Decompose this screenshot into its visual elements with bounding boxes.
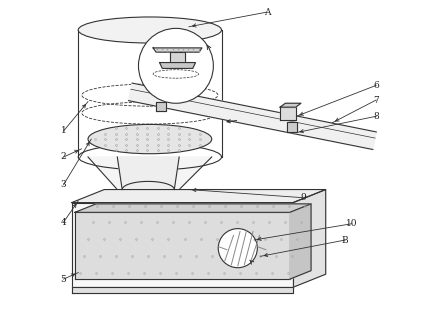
Text: 3: 3 — [61, 180, 66, 189]
Polygon shape — [287, 122, 297, 132]
Polygon shape — [117, 157, 179, 190]
Text: 8: 8 — [373, 112, 379, 121]
Text: 6: 6 — [373, 81, 379, 90]
Ellipse shape — [78, 17, 222, 43]
Polygon shape — [72, 287, 293, 293]
Ellipse shape — [88, 125, 212, 154]
Polygon shape — [156, 102, 166, 112]
Polygon shape — [88, 157, 212, 190]
Polygon shape — [153, 48, 202, 52]
Text: 4: 4 — [61, 217, 66, 227]
Polygon shape — [75, 212, 290, 279]
Text: 7: 7 — [373, 95, 379, 105]
Polygon shape — [72, 202, 293, 287]
Text: 1: 1 — [61, 127, 66, 135]
Polygon shape — [159, 62, 195, 68]
Text: 9: 9 — [300, 193, 306, 202]
Text: B: B — [342, 235, 349, 245]
Circle shape — [139, 28, 214, 103]
Text: 2: 2 — [61, 152, 66, 162]
Polygon shape — [280, 103, 301, 107]
Circle shape — [218, 229, 257, 268]
Polygon shape — [290, 204, 311, 279]
Text: A: A — [264, 8, 270, 17]
Polygon shape — [128, 83, 376, 149]
Polygon shape — [293, 190, 326, 287]
Text: 5: 5 — [61, 275, 66, 284]
Polygon shape — [280, 107, 296, 120]
Text: 10: 10 — [346, 219, 358, 228]
Polygon shape — [72, 190, 326, 202]
Polygon shape — [75, 204, 311, 212]
Polygon shape — [171, 52, 185, 62]
